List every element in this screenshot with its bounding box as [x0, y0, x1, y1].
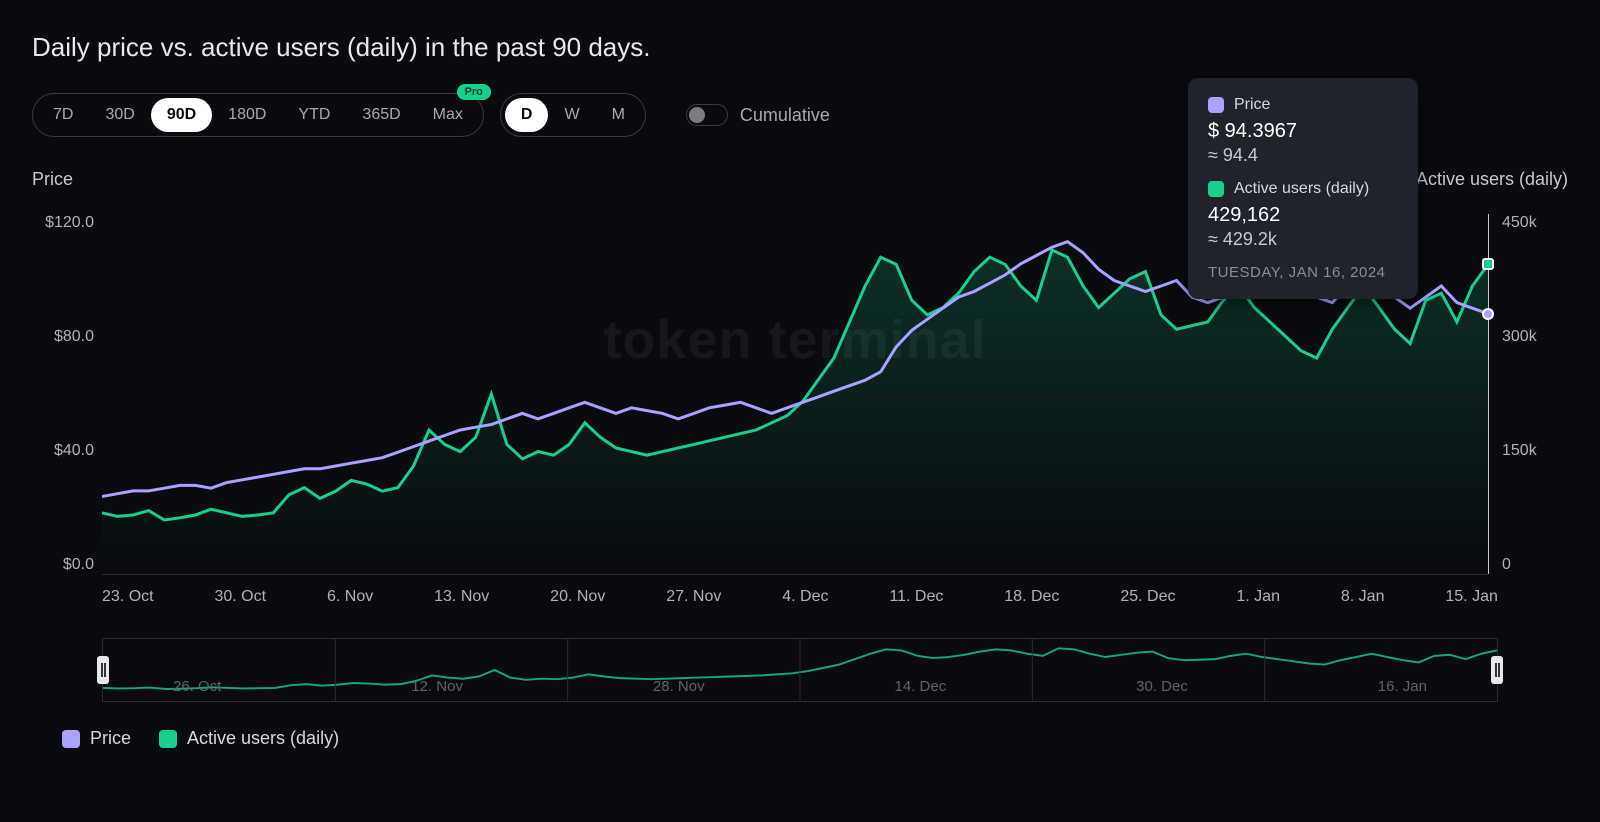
brush-tick: 14. Dec	[895, 678, 947, 695]
legend-item[interactable]: Active users (daily)	[159, 728, 339, 749]
price-marker	[1482, 308, 1494, 320]
brush-tick: 28. Nov	[653, 678, 705, 695]
range-selector: 7D30D90D180DYTD365DMaxPro	[32, 93, 484, 137]
granularity-pill-w[interactable]: W	[548, 98, 595, 132]
y-right-tick: 450k	[1502, 214, 1566, 232]
y-left-tick: $0.0	[30, 556, 94, 574]
x-tick: 25. Dec	[1120, 588, 1175, 606]
legend-item[interactable]: Price	[62, 728, 131, 749]
tooltip-value: 429,162	[1208, 204, 1398, 227]
y-left-tick: $40.0	[30, 442, 94, 460]
cumulative-toggle[interactable]	[686, 104, 728, 126]
tooltip-series-name: Active users (daily)	[1234, 180, 1369, 198]
granularity-pill-m[interactable]: M	[596, 98, 641, 132]
x-tick: 4. Dec	[782, 588, 828, 606]
tooltip-date: TUESDAY, JAN 16, 2024	[1208, 264, 1398, 281]
brush-selector[interactable]: 26. Oct 12. Nov 28. Nov 14. Dec 30. Dec 16. J…	[102, 638, 1498, 702]
range-pill-7d[interactable]: 7D	[37, 98, 89, 132]
range-pill-180d[interactable]: 180D	[212, 98, 282, 132]
x-tick: 6. Nov	[327, 588, 373, 606]
legend-label: Active users (daily)	[187, 728, 339, 749]
x-tick: 23. Oct	[102, 588, 154, 606]
granularity-selector: DWM	[500, 93, 646, 137]
x-tick: 13. Nov	[434, 588, 489, 606]
tooltip-approx: ≈ 94.4	[1208, 145, 1398, 166]
x-axis-ticks: 23. Oct 30. Oct 6. Nov 13. Nov 20. Nov 27. No…	[102, 588, 1498, 606]
legend-label: Price	[90, 728, 131, 749]
granularity-pill-d[interactable]: D	[505, 98, 549, 132]
tooltip-series-name: Price	[1234, 96, 1270, 114]
range-pill-30d[interactable]: 30D	[89, 98, 150, 132]
legend-swatch	[159, 730, 177, 748]
brush-tick: 12. Nov	[411, 678, 463, 695]
tooltip-swatch	[1208, 97, 1224, 113]
brush-ticks: 26. Oct 12. Nov 28. Nov 14. Dec 30. Dec 16. J…	[103, 678, 1497, 695]
users-marker	[1482, 258, 1494, 270]
x-tick: 1. Jan	[1236, 588, 1280, 606]
range-pill-ytd[interactable]: YTD	[282, 98, 346, 132]
cumulative-label: Cumulative	[740, 105, 830, 126]
range-pill-90d[interactable]: 90D	[151, 98, 212, 132]
pro-badge: Pro	[457, 84, 491, 100]
brush-tick: 16. Jan	[1378, 678, 1427, 695]
brush-tick: 30. Dec	[1136, 678, 1188, 695]
x-tick: 11. Dec	[889, 588, 943, 606]
tooltip-value: $ 94.3967	[1208, 120, 1398, 143]
x-tick: 20. Nov	[550, 588, 605, 606]
range-pill-max[interactable]: Max	[417, 98, 479, 132]
x-tick: 15. Jan	[1445, 588, 1497, 606]
chart-title: Daily price vs. active users (daily) in …	[32, 32, 1568, 63]
tooltip: Price $ 94.3967≈ 94.4 Active users (daily)…	[1188, 78, 1418, 299]
axis-right-label: Active users (daily)	[1416, 169, 1568, 190]
y-axis-right: 450k 300k 150k 0	[1502, 214, 1566, 574]
x-tick: 18. Dec	[1004, 588, 1059, 606]
tooltip-swatch	[1208, 181, 1224, 197]
brush-tick: 26. Oct	[173, 678, 221, 695]
y-axis-left: $120.0 $80.0 $40.0 $0.0	[30, 214, 94, 574]
y-left-tick: $80.0	[30, 328, 94, 346]
cumulative-toggle-wrap: Cumulative	[686, 104, 830, 126]
x-tick: 27. Nov	[666, 588, 721, 606]
x-tick: 30. Oct	[214, 588, 266, 606]
y-right-tick: 0	[1502, 556, 1566, 574]
y-right-tick: 150k	[1502, 442, 1566, 460]
legend: Price Active users (daily)	[62, 728, 1568, 749]
tooltip-approx: ≈ 429.2k	[1208, 229, 1398, 250]
legend-swatch	[62, 730, 80, 748]
axis-left-label: Price	[32, 169, 73, 190]
y-left-tick: $120.0	[30, 214, 94, 232]
y-right-tick: 300k	[1502, 328, 1566, 346]
range-pill-365d[interactable]: 365D	[346, 98, 416, 132]
x-tick: 8. Jan	[1341, 588, 1385, 606]
